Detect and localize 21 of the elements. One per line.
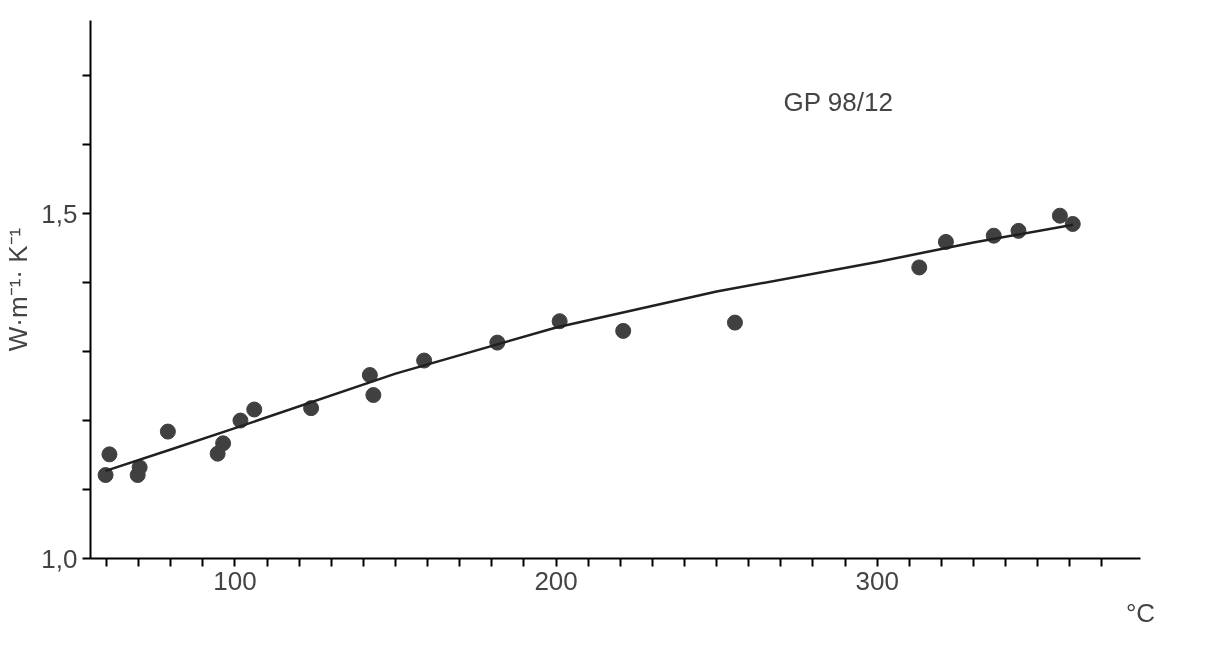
point — [131, 459, 148, 476]
point — [97, 467, 114, 484]
point — [615, 322, 632, 339]
point — [1051, 207, 1068, 224]
x-tick-label: 300 — [855, 565, 899, 596]
x-tick-label: 100 — [213, 565, 257, 596]
point — [361, 367, 378, 384]
annotation: GP 98/12 — [783, 87, 893, 118]
y-tick-label: 1,0 — [41, 543, 78, 574]
y-axis-title: W·m⁻¹· K⁻¹ — [3, 227, 34, 352]
point — [726, 314, 743, 331]
point — [246, 401, 263, 418]
x-axis-title: °C — [1125, 597, 1156, 628]
point — [937, 233, 954, 250]
point — [911, 259, 928, 276]
point — [159, 423, 176, 440]
point — [365, 387, 382, 404]
x-tick-label: 200 — [534, 565, 578, 596]
y-tick-label: 1,5 — [41, 198, 78, 229]
point — [215, 435, 232, 452]
point — [101, 446, 118, 463]
